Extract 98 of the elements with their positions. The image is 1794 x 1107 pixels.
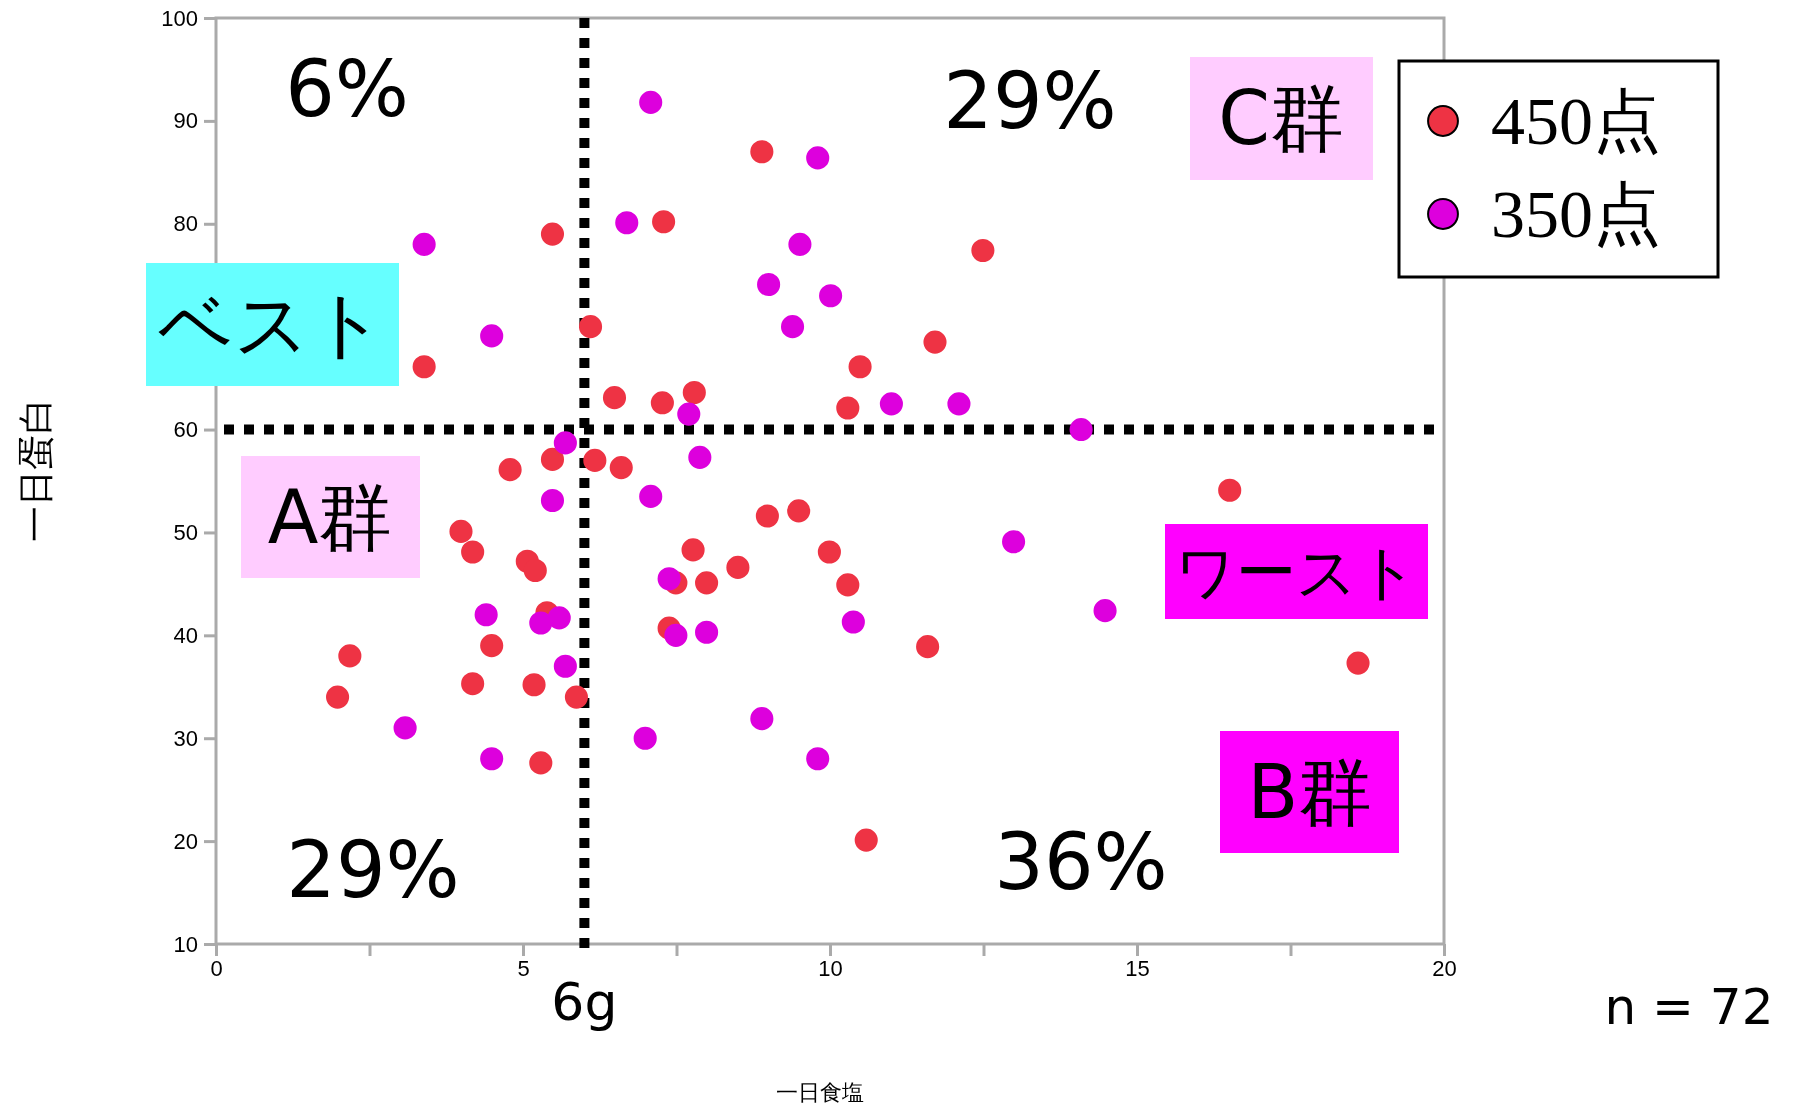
annotation: 29% [943, 56, 1117, 146]
point [461, 672, 485, 696]
legend-label: 350点 [1491, 176, 1661, 252]
point [633, 726, 657, 750]
y-tick-label: 30 [173, 725, 198, 751]
point [750, 140, 774, 164]
point [1093, 599, 1117, 623]
point [609, 456, 633, 480]
x-tick-label: 5 [517, 955, 530, 981]
point [688, 445, 712, 469]
y-tick-label: 100 [161, 5, 198, 31]
point [461, 540, 485, 564]
point [854, 828, 878, 852]
y-tick-label: 50 [173, 519, 198, 545]
point [639, 90, 663, 114]
point [788, 232, 812, 256]
point [879, 392, 903, 416]
annotation: B群 [1247, 749, 1373, 835]
point [787, 499, 811, 523]
point [564, 685, 588, 709]
point [326, 685, 350, 709]
point [755, 504, 779, 528]
point [806, 146, 830, 170]
point [547, 606, 571, 630]
annotation: ベスト [158, 281, 386, 367]
point [916, 635, 940, 659]
point [338, 644, 362, 668]
point [583, 448, 607, 472]
point [971, 238, 995, 263]
point [664, 623, 688, 647]
point [553, 431, 577, 455]
point [1002, 530, 1026, 554]
point [529, 611, 553, 635]
point [1346, 651, 1370, 675]
point [498, 458, 522, 482]
y-tick-label: 60 [173, 417, 198, 443]
point [806, 747, 830, 771]
point [836, 396, 860, 420]
annotation: ワースト [1174, 537, 1418, 607]
point [522, 673, 546, 697]
point [639, 484, 663, 508]
point [650, 391, 674, 415]
point [540, 222, 565, 246]
point [412, 355, 436, 379]
annotation: A群 [267, 474, 393, 560]
point [695, 571, 719, 595]
point [726, 555, 750, 579]
point [1218, 478, 1242, 502]
x-tick-label: 20 [1432, 955, 1457, 981]
y-tick-label: 40 [173, 622, 198, 648]
ref-line-label: 6g [551, 972, 618, 1032]
point [841, 610, 865, 634]
x-tick-label: 0 [210, 955, 223, 981]
annotation: C群 [1218, 75, 1344, 161]
point [393, 716, 417, 740]
point [817, 540, 841, 564]
point [602, 386, 627, 410]
point [412, 232, 436, 256]
point [529, 751, 553, 775]
point [578, 315, 603, 339]
point [819, 284, 843, 308]
point [657, 567, 681, 591]
point [947, 392, 971, 416]
point [757, 272, 781, 297]
y-tick-label: 20 [173, 828, 198, 854]
point [682, 380, 706, 405]
annotation: 36% [994, 817, 1168, 907]
point [1069, 418, 1093, 442]
point [836, 573, 860, 597]
legend-label: 450点 [1491, 83, 1661, 159]
point [923, 330, 947, 354]
point [848, 355, 872, 379]
point [677, 402, 701, 426]
x-tick-label: 15 [1125, 955, 1150, 981]
point [474, 603, 498, 627]
point [695, 620, 719, 644]
y-tick-label: 90 [173, 108, 198, 134]
point [480, 324, 504, 348]
point [681, 538, 705, 562]
point [553, 654, 577, 678]
y-tick-label: 10 [173, 931, 198, 957]
point [449, 519, 473, 543]
point [615, 211, 639, 235]
y-axis-title: 一日蛋白 [15, 398, 56, 542]
text: n = 72 [1604, 978, 1774, 1036]
point [480, 747, 504, 771]
point [750, 707, 774, 731]
point [540, 447, 565, 471]
x-tick-label: 10 [818, 955, 843, 981]
annotation: 6% [285, 44, 409, 134]
point [652, 210, 676, 234]
point [480, 634, 504, 658]
x-axis-title: 一日食塩 [776, 1080, 864, 1105]
point [780, 315, 805, 339]
annotation: 29% [286, 825, 460, 915]
y-tick-label: 80 [173, 211, 198, 237]
point [523, 558, 547, 583]
point [540, 489, 565, 513]
